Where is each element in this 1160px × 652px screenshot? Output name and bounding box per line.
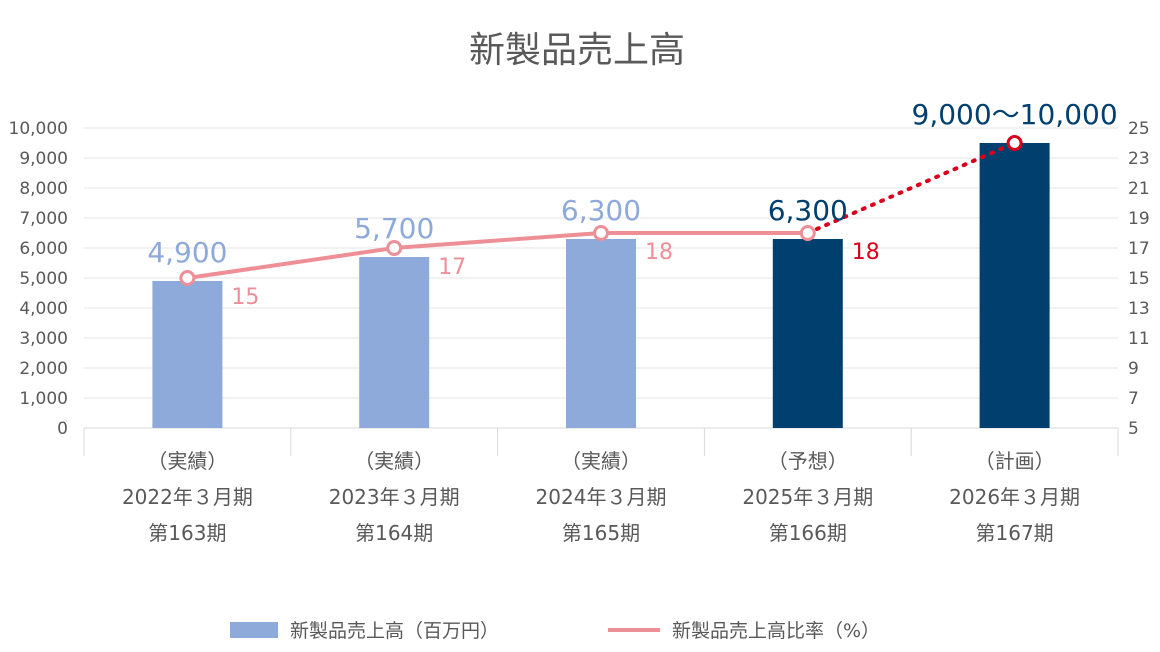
bar-value-label: 6,300	[561, 194, 641, 227]
category-label: 2026年３月期	[949, 485, 1080, 509]
y-right-tick-label: 15	[1128, 269, 1150, 289]
bar-series	[152, 143, 1050, 428]
bar-value-label: 4,900	[147, 236, 227, 269]
category-label: （計画）	[975, 449, 1055, 473]
line-point	[593, 225, 609, 241]
legend-bar-label: 新製品売上高（百万円）	[290, 620, 499, 642]
y-right-tick-label: 19	[1128, 209, 1150, 229]
y-right-tick-label: 11	[1128, 329, 1150, 349]
y-left-tick-label: 0	[57, 419, 68, 439]
legend: 新製品売上高（百万円） 新製品売上高比率（%）	[230, 620, 880, 642]
y-left-tick-label: 8,000	[19, 179, 68, 199]
y-left-tick-label: 1,000	[19, 389, 68, 409]
line-series	[179, 135, 1023, 286]
bar	[979, 143, 1050, 428]
category-label: （実績）	[354, 449, 434, 473]
category-label: 第165期	[562, 521, 640, 545]
y-left-tick-label: 10,000	[9, 119, 68, 139]
y-right-tick-label: 17	[1128, 239, 1150, 259]
category-label: 2023年３月期	[329, 485, 460, 509]
category-label: 第164期	[355, 521, 433, 545]
bar-value-label: 6,300	[768, 194, 848, 227]
line-value-label: 18	[645, 240, 673, 265]
line-value-label: 15	[231, 285, 259, 310]
y-right-tick-label: 23	[1128, 149, 1150, 169]
category-label: （実績）	[147, 449, 227, 473]
data-labels: 4,900 5,700 6,300 6,300 9,000〜10,000 15 17 18 18	[147, 98, 1117, 310]
bar	[152, 281, 223, 428]
y-left-tick-label: 2,000	[19, 359, 68, 379]
y-right-tick-label: 21	[1128, 179, 1150, 199]
y-left-tick-label: 7,000	[19, 209, 68, 229]
line-point	[799, 225, 816, 241]
y-right-tick-label: 5	[1128, 419, 1139, 439]
chart-title: 新製品売上高	[469, 30, 685, 71]
category-label: 2024年３月期	[536, 485, 667, 509]
line-series-path	[187, 231, 808, 280]
y-right-tick-label: 7	[1128, 389, 1139, 409]
bar-value-label: 5,700	[354, 212, 434, 245]
line-series-forecast	[805, 141, 1017, 235]
category-label: 第166期	[769, 521, 847, 545]
legend-line-label: 新製品売上高比率（%）	[672, 620, 880, 642]
y-left-tick-label: 4,000	[19, 299, 68, 319]
line-point	[386, 240, 403, 256]
y-right-tick-label: 13	[1128, 299, 1150, 319]
legend-bar-swatch	[230, 622, 278, 638]
y-left-tick-label: 5,000	[19, 269, 68, 289]
y-left-tick-label: 9,000	[19, 149, 68, 169]
y-right-tick-label: 9	[1128, 359, 1139, 379]
category-label: 2022年３月期	[122, 485, 253, 509]
y-left-tick-label: 6,000	[19, 239, 68, 259]
axes: 0 1,000 2,000 3,000 4,000 5,000 6,000 7,000 8,00…	[9, 119, 1150, 456]
category-label: （予想）	[768, 449, 848, 473]
bar-value-label: 9,000〜10,000	[912, 98, 1118, 131]
line-point	[179, 270, 196, 286]
category-label: 第163期	[148, 521, 226, 545]
bar	[772, 239, 843, 428]
line-value-label: 18	[852, 240, 880, 265]
bar	[359, 257, 430, 428]
y-left-tick-label: 3,000	[19, 329, 68, 349]
category-label: 第167期	[976, 521, 1054, 545]
line-value-label: 17	[438, 255, 466, 280]
bar	[566, 239, 636, 428]
line-point	[1006, 135, 1023, 151]
category-label: （実績）	[561, 449, 641, 473]
y-right-tick-label: 25	[1128, 119, 1150, 139]
category-label: 2025年３月期	[742, 485, 873, 509]
